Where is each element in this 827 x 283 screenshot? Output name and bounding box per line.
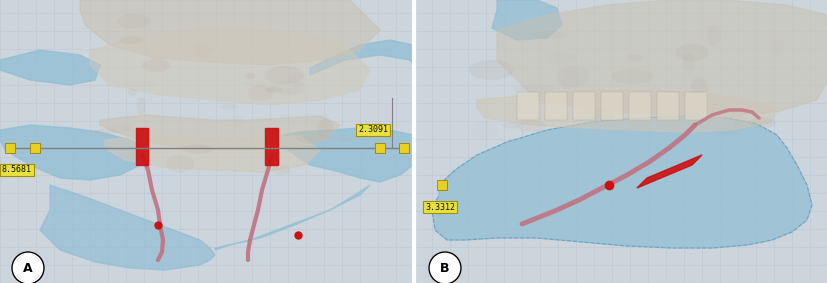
Ellipse shape xyxy=(117,14,151,29)
Polygon shape xyxy=(476,90,776,132)
Text: A: A xyxy=(23,261,33,275)
Ellipse shape xyxy=(245,73,256,80)
Polygon shape xyxy=(432,116,811,248)
Text: 8.5681: 8.5681 xyxy=(2,166,32,175)
Polygon shape xyxy=(215,185,370,250)
Ellipse shape xyxy=(705,25,719,46)
Polygon shape xyxy=(265,128,278,165)
Ellipse shape xyxy=(317,119,333,138)
Ellipse shape xyxy=(471,121,497,140)
Text: 2.3091: 2.3091 xyxy=(357,125,388,134)
Ellipse shape xyxy=(690,77,707,96)
Ellipse shape xyxy=(141,59,170,72)
Ellipse shape xyxy=(247,85,273,101)
Ellipse shape xyxy=(120,79,155,87)
Ellipse shape xyxy=(733,116,748,130)
Ellipse shape xyxy=(468,60,513,80)
Text: B: B xyxy=(440,261,449,275)
Polygon shape xyxy=(0,125,145,180)
Bar xyxy=(600,92,622,120)
Ellipse shape xyxy=(271,165,290,175)
Ellipse shape xyxy=(289,72,305,88)
Ellipse shape xyxy=(265,86,281,93)
Ellipse shape xyxy=(265,66,304,84)
Polygon shape xyxy=(636,155,701,188)
Ellipse shape xyxy=(747,117,775,128)
Polygon shape xyxy=(496,0,827,118)
Circle shape xyxy=(12,252,44,283)
Ellipse shape xyxy=(769,38,783,57)
Ellipse shape xyxy=(514,84,554,93)
Ellipse shape xyxy=(232,115,243,126)
Polygon shape xyxy=(309,40,413,75)
Ellipse shape xyxy=(242,79,276,87)
Ellipse shape xyxy=(556,66,589,87)
Bar xyxy=(684,92,706,120)
Ellipse shape xyxy=(271,80,306,96)
Bar xyxy=(656,92,678,120)
Polygon shape xyxy=(105,135,319,172)
Ellipse shape xyxy=(576,110,614,121)
Circle shape xyxy=(428,252,461,283)
Ellipse shape xyxy=(194,44,212,58)
Ellipse shape xyxy=(110,123,132,133)
Polygon shape xyxy=(270,128,413,182)
Ellipse shape xyxy=(610,69,653,84)
Ellipse shape xyxy=(533,31,566,39)
Polygon shape xyxy=(491,0,562,40)
Ellipse shape xyxy=(627,54,642,62)
Bar xyxy=(544,92,566,120)
Ellipse shape xyxy=(183,144,213,154)
Ellipse shape xyxy=(681,54,695,72)
Polygon shape xyxy=(136,128,148,165)
Bar xyxy=(516,92,538,120)
Polygon shape xyxy=(90,28,370,105)
Ellipse shape xyxy=(295,132,327,143)
Ellipse shape xyxy=(502,122,520,129)
Ellipse shape xyxy=(516,121,546,132)
Text: 3.3312: 3.3312 xyxy=(424,203,455,211)
Polygon shape xyxy=(100,115,340,150)
Ellipse shape xyxy=(165,155,194,172)
Ellipse shape xyxy=(277,87,304,95)
Ellipse shape xyxy=(220,104,238,110)
Polygon shape xyxy=(40,185,215,270)
Ellipse shape xyxy=(675,44,708,61)
Ellipse shape xyxy=(93,128,116,136)
Ellipse shape xyxy=(119,36,142,44)
Bar xyxy=(629,92,650,120)
Polygon shape xyxy=(80,0,380,65)
Bar xyxy=(572,92,595,120)
Polygon shape xyxy=(0,50,100,85)
Ellipse shape xyxy=(136,97,146,115)
Ellipse shape xyxy=(560,69,579,90)
Ellipse shape xyxy=(127,89,137,96)
Ellipse shape xyxy=(327,134,360,142)
